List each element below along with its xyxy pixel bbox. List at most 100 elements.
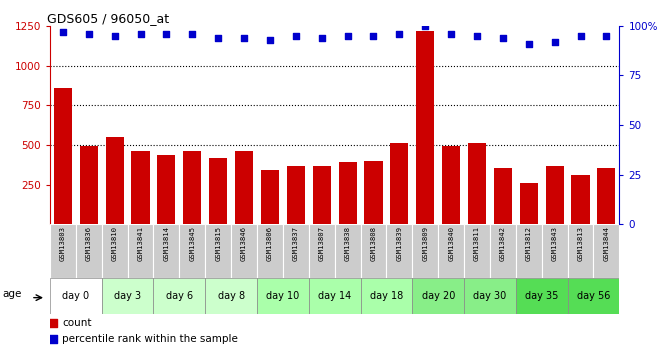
Bar — [235, 151, 253, 224]
Point — [57, 29, 68, 34]
Text: count: count — [63, 318, 92, 328]
Text: GSM13809: GSM13809 — [422, 226, 428, 261]
FancyBboxPatch shape — [128, 224, 153, 278]
FancyBboxPatch shape — [464, 224, 490, 278]
FancyBboxPatch shape — [386, 224, 412, 278]
Bar — [209, 158, 227, 224]
Text: day 10: day 10 — [266, 291, 300, 301]
Bar — [261, 170, 279, 224]
Bar — [102, 278, 153, 314]
Text: GSM13843: GSM13843 — [551, 226, 557, 261]
Text: GSM13841: GSM13841 — [138, 226, 144, 261]
Bar — [54, 88, 72, 224]
FancyBboxPatch shape — [516, 224, 541, 278]
Point — [187, 31, 198, 37]
Bar — [205, 278, 257, 314]
FancyBboxPatch shape — [102, 224, 128, 278]
FancyBboxPatch shape — [593, 224, 619, 278]
Point — [575, 33, 586, 39]
FancyBboxPatch shape — [179, 224, 205, 278]
Bar — [106, 137, 124, 224]
Bar — [153, 278, 205, 314]
FancyBboxPatch shape — [231, 224, 257, 278]
Text: GSM13811: GSM13811 — [474, 226, 480, 261]
Bar — [545, 166, 563, 224]
Bar — [157, 155, 175, 224]
Text: GSM13838: GSM13838 — [344, 226, 350, 261]
Bar — [309, 278, 360, 314]
Text: age: age — [3, 289, 22, 299]
Text: GSM13803: GSM13803 — [60, 226, 66, 261]
Bar — [519, 183, 538, 224]
Bar — [131, 151, 150, 224]
Text: day 3: day 3 — [114, 291, 141, 301]
Text: day 14: day 14 — [318, 291, 351, 301]
Text: GSM13836: GSM13836 — [86, 226, 92, 261]
Point — [316, 35, 327, 41]
Text: GSM13814: GSM13814 — [163, 226, 169, 261]
FancyBboxPatch shape — [438, 224, 464, 278]
Bar — [416, 31, 434, 224]
Point — [446, 31, 456, 37]
Point — [135, 31, 146, 37]
Point — [368, 33, 379, 39]
Bar — [364, 161, 382, 224]
Text: GSM13844: GSM13844 — [603, 226, 609, 261]
Bar — [516, 278, 567, 314]
Text: day 0: day 0 — [62, 291, 89, 301]
FancyBboxPatch shape — [205, 224, 231, 278]
FancyBboxPatch shape — [309, 224, 334, 278]
Bar — [257, 278, 309, 314]
Text: GSM13840: GSM13840 — [448, 226, 454, 261]
Bar — [390, 143, 408, 224]
Bar — [597, 168, 615, 224]
Bar — [412, 278, 464, 314]
Text: day 6: day 6 — [166, 291, 193, 301]
Point — [213, 35, 224, 41]
Text: GSM13839: GSM13839 — [396, 226, 402, 261]
Text: GSM13808: GSM13808 — [370, 226, 376, 261]
Point — [420, 23, 431, 29]
Text: GDS605 / 96050_at: GDS605 / 96050_at — [47, 12, 169, 25]
Bar — [338, 161, 357, 224]
Text: day 18: day 18 — [370, 291, 403, 301]
Point — [264, 37, 275, 42]
Bar — [80, 147, 98, 224]
Text: percentile rank within the sample: percentile rank within the sample — [63, 334, 238, 344]
FancyBboxPatch shape — [50, 224, 76, 278]
Bar — [571, 175, 589, 224]
Bar — [50, 278, 102, 314]
Point — [109, 33, 120, 39]
Point — [601, 33, 612, 39]
Point — [161, 31, 172, 37]
Bar — [287, 166, 305, 224]
Point — [498, 35, 508, 41]
Text: GSM13837: GSM13837 — [293, 226, 299, 261]
Text: GSM13815: GSM13815 — [215, 226, 221, 261]
Bar — [468, 143, 486, 224]
Point — [83, 31, 94, 37]
Point — [290, 33, 301, 39]
FancyBboxPatch shape — [490, 224, 516, 278]
Point — [355, 124, 366, 129]
FancyBboxPatch shape — [360, 224, 386, 278]
Text: day 30: day 30 — [474, 291, 507, 301]
Text: GSM13807: GSM13807 — [319, 226, 325, 261]
Bar — [567, 278, 619, 314]
Text: GSM13846: GSM13846 — [241, 226, 247, 261]
Text: GSM13813: GSM13813 — [577, 226, 583, 261]
Point — [342, 33, 353, 39]
Bar — [312, 166, 331, 224]
FancyBboxPatch shape — [153, 224, 179, 278]
Text: day 56: day 56 — [577, 291, 610, 301]
Bar — [494, 168, 512, 224]
Bar — [464, 278, 516, 314]
Point — [523, 41, 534, 47]
FancyBboxPatch shape — [567, 224, 593, 278]
FancyBboxPatch shape — [257, 224, 283, 278]
Point — [238, 35, 249, 41]
Bar — [183, 151, 201, 224]
Point — [549, 39, 560, 45]
Text: GSM13845: GSM13845 — [189, 226, 195, 261]
Point — [394, 31, 405, 37]
